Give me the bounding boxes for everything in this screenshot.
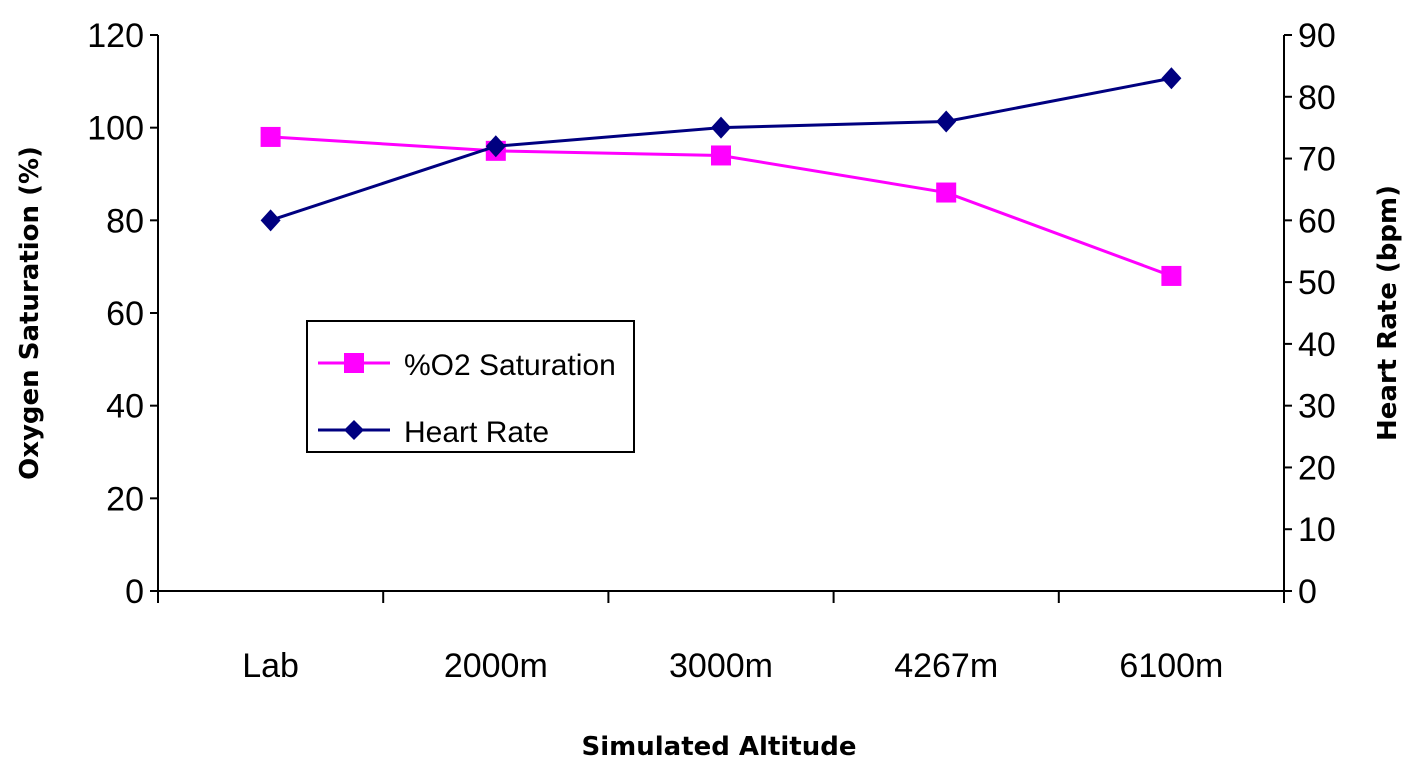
- x-tick-label: Lab: [242, 647, 299, 685]
- x-tick-label: 4267m: [894, 647, 998, 685]
- y-right-tick-label: 80: [1298, 79, 1336, 117]
- y-right-tick-label: 30: [1298, 388, 1336, 426]
- x-axis-title: Simulated Altitude: [582, 732, 857, 759]
- y-left-tick-label: 20: [106, 480, 144, 518]
- legend-label-hr: Heart Rate: [404, 416, 549, 449]
- legend: %O2 Saturation Heart Rate: [306, 320, 635, 453]
- x-tick-label: 3000m: [669, 647, 773, 685]
- heart-rate-point: [936, 110, 957, 133]
- heart-rate-point: [485, 135, 506, 158]
- legend-marker-o2: [344, 353, 364, 373]
- legend-label-o2: %O2 Saturation: [404, 349, 616, 382]
- o2-saturation-point: [1161, 265, 1182, 286]
- y-right-tick-label: 0: [1298, 573, 1317, 611]
- o2-saturation-point: [711, 145, 731, 166]
- y-left-tick-label: 120: [87, 17, 144, 55]
- heart-rate-point: [711, 116, 731, 139]
- o2-saturation-point: [936, 182, 957, 203]
- y-left-tick-label: 0: [125, 573, 144, 611]
- y-left-tick-label: 40: [106, 388, 144, 426]
- y-right-tick-label: 50: [1298, 264, 1336, 302]
- y-right-tick-label: 70: [1298, 141, 1336, 179]
- legend-marker-hr: [344, 420, 364, 440]
- y-right-tick-label: 20: [1298, 449, 1336, 487]
- y-right-tick-label: 90: [1298, 17, 1336, 55]
- y-right-tick-label: 40: [1298, 326, 1336, 364]
- y-right-tick-label: 60: [1298, 202, 1336, 240]
- y-right-tick-label: 10: [1298, 511, 1336, 549]
- y-axis-left-title: Oxygen Saturation (%): [15, 146, 45, 480]
- o2-saturation-point: [260, 126, 281, 147]
- axes: 0 20 40 60 80 100 120 0 10 20 30 40 50 60 70 80 90 Lab 200…: [87, 17, 1336, 685]
- y-axis-right-title: Heart Rate (bpm): [1373, 185, 1403, 441]
- x-tick-label: 6100m: [1119, 647, 1223, 685]
- y-left-tick-label: 60: [106, 295, 144, 333]
- heart-rate-point: [260, 209, 281, 232]
- x-tick-label: 2000m: [444, 647, 548, 685]
- heart-rate-point: [1161, 67, 1182, 90]
- y-left-tick-label: 100: [87, 110, 144, 148]
- series-layer: [260, 67, 1182, 286]
- y-left-tick-label: 80: [106, 202, 144, 240]
